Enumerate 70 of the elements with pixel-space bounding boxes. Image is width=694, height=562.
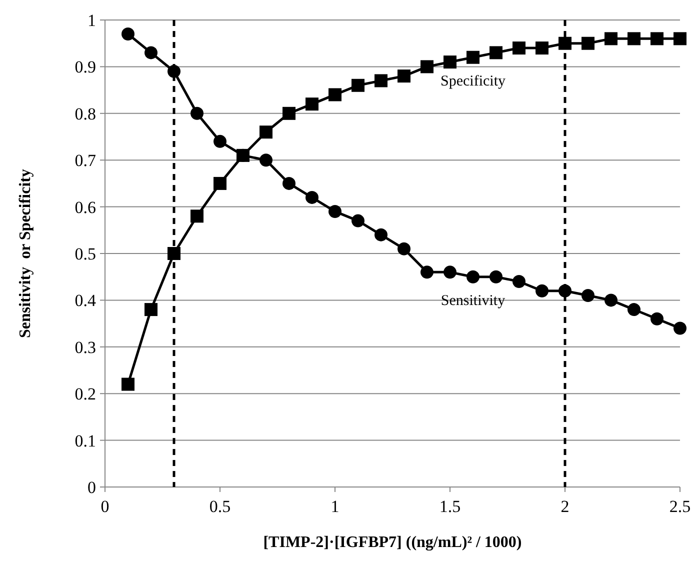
point xyxy=(144,46,158,60)
point xyxy=(650,312,664,326)
x-axis-title: [TIMP-2]·[IGFBP7] ((ng/mL)² / 1000) xyxy=(263,534,522,551)
point xyxy=(214,176,226,190)
point xyxy=(282,176,296,190)
y-axis-title: Sensitivity or Specificity xyxy=(17,168,34,338)
point xyxy=(122,378,134,391)
point xyxy=(444,56,456,69)
point xyxy=(466,50,480,64)
point xyxy=(582,289,594,302)
point xyxy=(190,210,204,223)
point xyxy=(236,148,250,162)
series-label: Specificity xyxy=(440,73,506,90)
point xyxy=(420,60,434,74)
point xyxy=(260,126,272,139)
point xyxy=(122,28,134,41)
point xyxy=(536,42,548,55)
y-tick-label: 0.6 xyxy=(74,198,96,217)
point xyxy=(466,270,480,284)
point xyxy=(536,284,548,298)
point xyxy=(374,228,388,242)
y-tick-label: 0.1 xyxy=(74,431,96,450)
series-label: Sensitivity xyxy=(440,292,506,309)
point xyxy=(144,303,158,316)
point xyxy=(650,32,664,46)
point xyxy=(420,266,434,279)
x-tick-label: 1 xyxy=(330,497,340,516)
y-tick-label: 0.2 xyxy=(74,384,96,404)
y-tick-label: 0.3 xyxy=(74,338,96,357)
point xyxy=(628,303,640,316)
point xyxy=(604,294,618,307)
y-tick-label: 1 xyxy=(88,10,96,30)
point xyxy=(190,106,204,120)
y-tick-label: 0.9 xyxy=(74,58,96,77)
point xyxy=(628,32,640,46)
x-tick-label: 0 xyxy=(100,497,110,516)
x-tick-label: 2 xyxy=(560,497,570,516)
point xyxy=(306,190,318,204)
point xyxy=(168,247,180,260)
point xyxy=(604,32,618,46)
point xyxy=(582,36,594,50)
point xyxy=(558,36,572,50)
y-tick-label: 0.7 xyxy=(74,151,96,170)
point xyxy=(398,70,410,83)
point xyxy=(306,98,318,111)
point xyxy=(398,242,410,256)
point xyxy=(328,88,342,102)
point xyxy=(282,106,296,120)
point xyxy=(214,134,226,148)
y-tick-label: 0.5 xyxy=(74,244,96,264)
point xyxy=(444,266,456,279)
point xyxy=(490,46,502,60)
y-tick-label: 0 xyxy=(88,478,96,497)
point xyxy=(512,275,526,288)
x-tick-label: 2.5 xyxy=(669,497,691,516)
point xyxy=(674,322,686,335)
point xyxy=(260,154,272,167)
point xyxy=(558,284,572,298)
point xyxy=(328,204,342,218)
point xyxy=(374,74,388,88)
point xyxy=(674,32,686,46)
point xyxy=(352,214,364,228)
y-tick-label: 0.8 xyxy=(74,104,96,124)
point xyxy=(168,64,180,78)
point xyxy=(490,270,502,284)
point xyxy=(512,42,526,55)
point xyxy=(352,78,364,92)
y-tick-label: 0.4 xyxy=(74,291,96,310)
x-tick-label: 0.5 xyxy=(209,497,231,516)
x-tick-label: 1.5 xyxy=(439,497,461,516)
